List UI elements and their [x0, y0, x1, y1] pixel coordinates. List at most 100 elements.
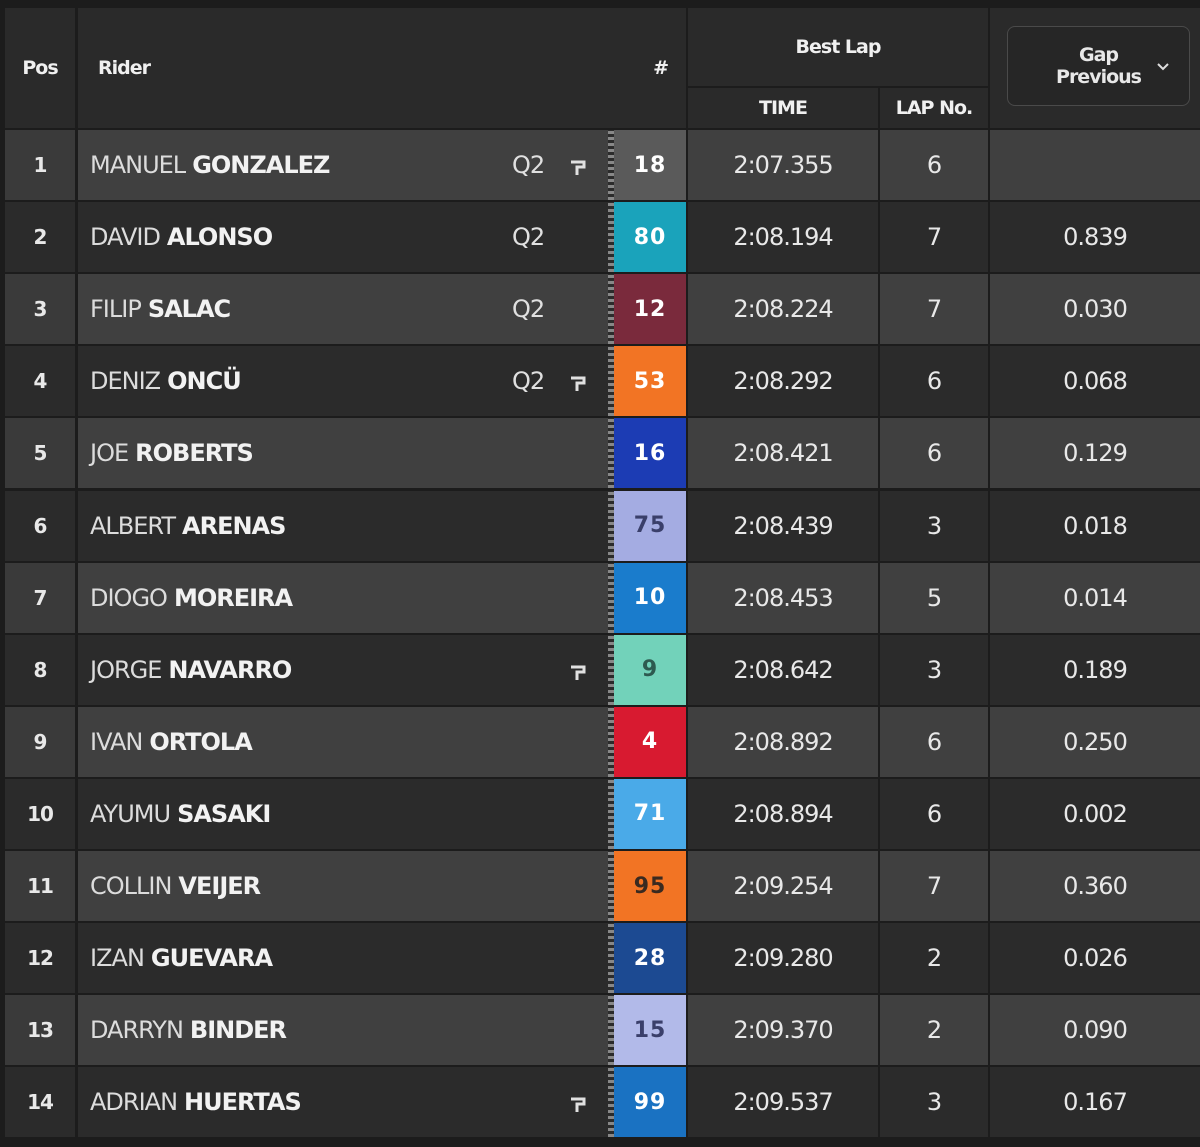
pos-cell: 14 [5, 1067, 75, 1138]
gap-previous: 0.189 [1063, 655, 1128, 684]
stripe [608, 851, 614, 921]
header-number: # [608, 8, 686, 128]
lap-number: 7 [880, 202, 988, 273]
rider-number: 80 [614, 202, 686, 273]
lap-number: 6 [880, 346, 988, 417]
rider-number: 4 [614, 706, 686, 777]
rider-last-name: ALONSO [166, 223, 273, 252]
lap-number: 7 [880, 851, 988, 921]
gap-previous: 0.014 [1063, 583, 1128, 612]
rider-first-name: DENIZ [90, 367, 161, 396]
gap-cell: 0.026 [990, 923, 1200, 994]
rider-last-name: MOREIRA [173, 583, 293, 612]
gap-cell: 0.250 [990, 706, 1200, 777]
rider-first-name: JORGE [90, 655, 162, 684]
rider-first-name: IZAN [90, 944, 145, 973]
header-time: TIME [688, 88, 878, 128]
best-lap-time: 2:08.894 [688, 778, 878, 849]
best-lap-time: 2:08.642 [688, 634, 878, 705]
stripe [608, 130, 614, 200]
gap-cell: 0.360 [990, 851, 1200, 921]
rider-first-name: JOE [90, 439, 129, 468]
gap-previous: 0.250 [1063, 727, 1128, 756]
best-lap-time: 2:08.292 [688, 346, 878, 417]
lap-number: 6 [880, 130, 988, 200]
rider-last-name: SALAC [147, 295, 231, 324]
rider-cell: JORGE NAVARRO [78, 634, 608, 705]
session-label: Q2 [512, 151, 545, 179]
gap-cell: 0.189 [990, 634, 1200, 705]
stripe [608, 923, 614, 994]
session-label: Q2 [512, 223, 545, 252]
rider-last-name: ONCÜ [167, 367, 242, 396]
header-previous: Previous [1056, 66, 1142, 88]
pos-cell: 3 [5, 274, 75, 345]
pos-cell: 7 [5, 562, 75, 633]
best-lap-time: 2:09.370 [688, 995, 878, 1066]
rider-last-name: BINDER [189, 1016, 287, 1045]
rider-last-name: ORTOLA [149, 727, 252, 756]
rider-first-name: FILIP [90, 295, 142, 324]
stripe [608, 562, 614, 633]
rider-number: 71 [614, 778, 686, 849]
best-lap-time: 2:08.421 [688, 418, 878, 489]
stripe [608, 995, 614, 1066]
pos-cell: 8 [5, 634, 75, 705]
stripe [608, 490, 614, 561]
gap-cell: 0.090 [990, 995, 1200, 1066]
rider-cell: FILIP SALAC Q2 [78, 274, 608, 345]
best-lap-time: 2:09.537 [688, 1067, 878, 1138]
rider-number: 99 [614, 1067, 686, 1138]
gap-cell: 0.030 [990, 274, 1200, 345]
header-gap: Gap [1078, 44, 1119, 66]
gap-dropdown[interactable]: Gap Previous [1007, 26, 1190, 106]
rider-first-name: DAVID [90, 223, 161, 252]
rider-first-name: ADRIAN [90, 1088, 178, 1117]
lap-number: 5 [880, 562, 988, 633]
rider-number: 18 [614, 130, 686, 200]
stripe [608, 202, 614, 273]
rider-number: 15 [614, 995, 686, 1066]
header-rider: Rider [78, 8, 608, 128]
pos-cell: 6 [5, 490, 75, 561]
gap-cell: 0.167 [990, 1067, 1200, 1138]
rider-last-name: SASAKI [177, 799, 271, 828]
lap-number: 2 [880, 923, 988, 994]
stripe [608, 778, 614, 849]
stripe [608, 706, 614, 777]
rider-last-name: GONZALEZ [192, 151, 330, 179]
header-pos: Pos [5, 8, 75, 128]
gap-previous: 0.167 [1063, 1088, 1128, 1117]
stripe [608, 274, 614, 345]
rider-cell: JOE ROBERTS [78, 418, 608, 489]
pos-cell: 4 [5, 346, 75, 417]
rider-first-name: DIOGO [90, 583, 168, 612]
lap-number: 7 [880, 274, 988, 345]
rider-last-name: ROBERTS [135, 439, 254, 468]
rider-last-name: NAVARRO [168, 655, 292, 684]
gap-cell: 0.014 [990, 562, 1200, 633]
lap-number: 6 [880, 418, 988, 489]
rider-first-name: DARRYN [90, 1016, 184, 1045]
rider-number: 16 [614, 418, 686, 489]
rider-number: 95 [614, 851, 686, 921]
pit-icon [571, 160, 586, 175]
gap-previous: 0.068 [1063, 367, 1128, 396]
rider-cell: IZAN GUEVARA [78, 923, 608, 994]
session-label: Q2 [512, 295, 545, 324]
rider-cell: DARRYN BINDER [78, 995, 608, 1066]
session-label: Q2 [512, 367, 545, 396]
rider-number: 28 [614, 923, 686, 994]
gap-cell: 0.018 [990, 490, 1200, 561]
rider-number: 12 [614, 274, 686, 345]
rider-number: 53 [614, 346, 686, 417]
gap-cell: 0.002 [990, 778, 1200, 849]
rider-cell: IVAN ORTOLA [78, 706, 608, 777]
stripe [608, 346, 614, 417]
gap-cell: 0.839 [990, 202, 1200, 273]
lap-number: 3 [880, 1067, 988, 1138]
best-lap-time: 2:08.439 [688, 490, 878, 561]
rider-cell: DENIZ ONCÜ Q2 [78, 346, 608, 417]
best-lap-time: 2:08.194 [688, 202, 878, 273]
